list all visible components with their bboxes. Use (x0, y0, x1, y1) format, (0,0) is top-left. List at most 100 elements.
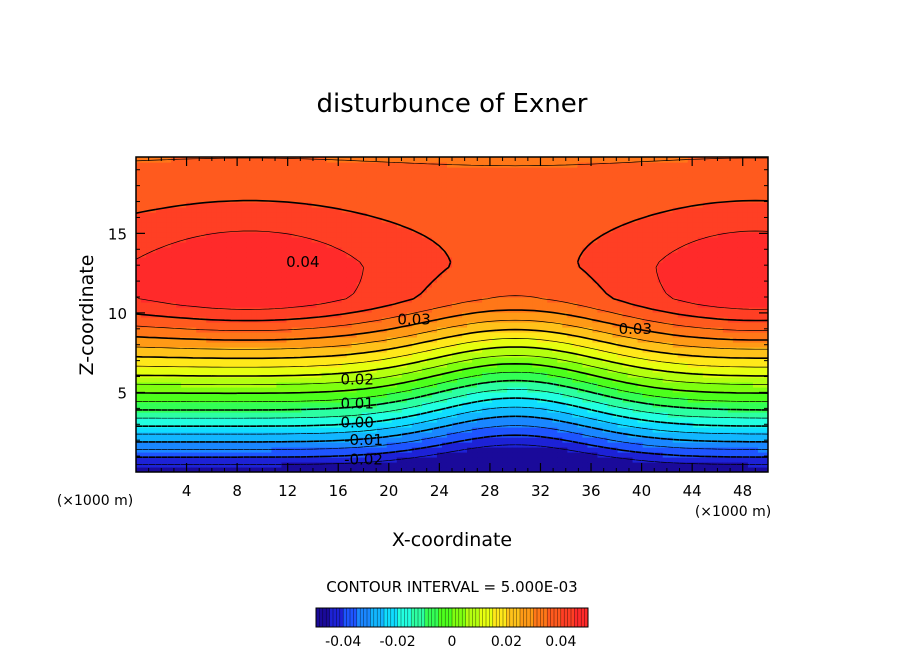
contour-cell (146, 287, 152, 293)
contour-cell (421, 197, 428, 203)
contour-cell (316, 307, 323, 313)
contour-cell (166, 257, 172, 263)
contour-cell (477, 437, 483, 443)
contour-cell (291, 277, 298, 283)
contour-cell (271, 162, 278, 168)
contour-cell (281, 452, 288, 458)
contour-cell (136, 412, 142, 418)
contour-cell (261, 202, 268, 208)
contour-cell (231, 432, 237, 438)
contour-cell (431, 347, 438, 353)
contour-cell (336, 297, 343, 303)
contour-cell (406, 172, 413, 178)
contour-cell (386, 362, 393, 368)
contour-cell (226, 292, 232, 298)
contour-cell (502, 467, 508, 472)
contour-cell (171, 182, 177, 188)
contour-cell (361, 297, 368, 303)
contour-cell (472, 212, 478, 218)
contour-cell (141, 457, 147, 463)
contour-cell (492, 217, 498, 223)
contour-cell (261, 282, 268, 288)
contour-cell (311, 402, 318, 408)
contour-cell (216, 372, 222, 378)
contour-cell (421, 337, 428, 343)
contour-cell (236, 402, 242, 408)
contour-cell (186, 432, 192, 438)
contour-cell (166, 277, 172, 283)
contour-cell (462, 247, 468, 253)
contour-cell (477, 382, 483, 388)
contour-cell (266, 322, 273, 328)
contour-cell (341, 267, 348, 273)
contour-cell (136, 427, 142, 433)
contour-cell (341, 277, 348, 283)
contour-cell (306, 327, 313, 333)
contour-cell (421, 402, 428, 408)
contour-cell (201, 457, 207, 463)
contour-cell (296, 222, 303, 228)
contour-cell (441, 327, 448, 333)
contour-cell (301, 467, 308, 472)
contour-cell (502, 212, 508, 218)
contour-cell (226, 232, 232, 238)
contour-cell (281, 287, 288, 293)
contour-cell (482, 257, 488, 263)
contour-cell (316, 462, 323, 468)
contour-cell (411, 297, 418, 303)
contour-cell (256, 412, 262, 418)
contour-cell (386, 352, 393, 358)
contour-cell (231, 222, 237, 228)
contour-cell (216, 252, 222, 258)
contour-cell (512, 302, 518, 308)
contour-cell (166, 422, 172, 428)
contour-cell (291, 267, 298, 273)
contour-cell (296, 342, 303, 348)
contour-cell (141, 417, 147, 423)
contour-cell (216, 277, 222, 283)
contour-cell (166, 222, 172, 228)
contour-cell (281, 322, 288, 328)
contour-cell (341, 467, 348, 472)
contour-cell (246, 442, 252, 448)
contour-cell (532, 442, 538, 448)
contour-cell (346, 187, 353, 193)
contour-cell (341, 362, 348, 368)
contour-cell (452, 382, 458, 388)
contour-cell (381, 167, 388, 173)
contour-cell (351, 407, 358, 413)
contour-cell (391, 467, 398, 472)
contour-cell (492, 267, 498, 273)
contour-cell (251, 332, 257, 338)
contour-cell (271, 297, 278, 303)
contour-cell (406, 282, 413, 288)
contour-cell (206, 227, 212, 233)
contour-cell (206, 467, 212, 472)
contour-cell (136, 392, 142, 398)
contour-cell (301, 422, 308, 428)
contour-cell (492, 412, 498, 418)
contour-cell (161, 362, 167, 368)
contour-cell (391, 287, 398, 293)
contour-cell (146, 432, 152, 438)
contour-cell (191, 292, 197, 298)
contour-cell (497, 172, 503, 178)
contour-cell (321, 277, 328, 283)
contour-cell (266, 242, 273, 248)
contour-cell (396, 267, 403, 273)
contour-cell (201, 442, 207, 448)
contour-cell (206, 397, 212, 403)
contour-cell (452, 277, 458, 283)
contour-cell (146, 207, 152, 213)
contour-cell (446, 247, 453, 253)
contour-cell (421, 252, 428, 258)
contour-cell (502, 227, 508, 233)
contour-cell (391, 257, 398, 263)
contour-cell (376, 267, 383, 273)
contour-cell (146, 342, 152, 348)
contour-cell (241, 352, 247, 358)
contour-cell (376, 307, 383, 313)
contour-cell (366, 312, 373, 318)
contour-cell (241, 327, 247, 333)
contour-cell (512, 347, 518, 353)
